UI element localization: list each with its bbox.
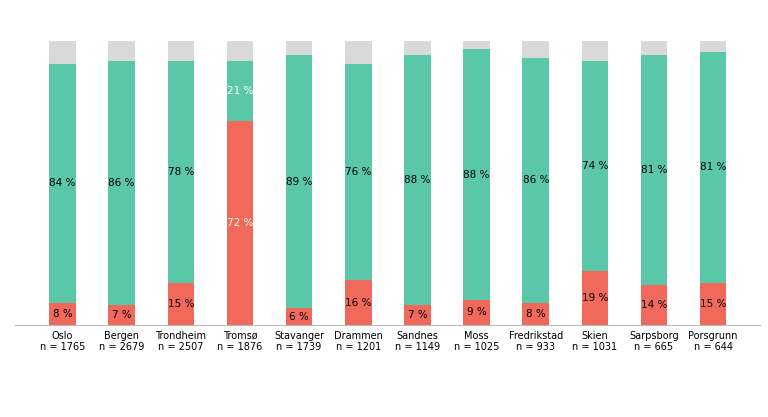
Bar bbox=[700, 52, 727, 283]
Bar bbox=[463, 50, 490, 300]
Text: 88 %: 88 % bbox=[404, 175, 431, 185]
Bar bbox=[522, 58, 549, 302]
Text: 86 %: 86 % bbox=[522, 175, 549, 185]
Text: 81 %: 81 % bbox=[641, 165, 667, 175]
Bar bbox=[49, 302, 76, 325]
Bar bbox=[108, 61, 135, 305]
Text: 88 %: 88 % bbox=[463, 170, 490, 180]
Bar bbox=[286, 55, 313, 308]
Text: 76 %: 76 % bbox=[345, 167, 372, 177]
Bar bbox=[641, 41, 667, 55]
Text: 7 %: 7 % bbox=[112, 310, 131, 320]
Bar bbox=[167, 283, 194, 325]
Bar bbox=[404, 305, 431, 325]
Text: 89 %: 89 % bbox=[286, 177, 313, 187]
Bar bbox=[522, 302, 549, 325]
Text: 72 %: 72 % bbox=[227, 218, 253, 228]
Text: 16 %: 16 % bbox=[345, 297, 372, 307]
Text: 15 %: 15 % bbox=[700, 299, 727, 309]
Bar bbox=[404, 41, 431, 55]
Bar bbox=[345, 41, 372, 64]
Text: 78 %: 78 % bbox=[167, 167, 194, 177]
Text: 8 %: 8 % bbox=[526, 309, 545, 319]
Bar bbox=[286, 41, 313, 55]
Bar bbox=[345, 280, 372, 325]
Bar bbox=[167, 41, 194, 61]
Bar bbox=[641, 286, 667, 325]
Text: 14 %: 14 % bbox=[641, 300, 667, 310]
Text: 74 %: 74 % bbox=[581, 161, 608, 171]
Bar bbox=[641, 55, 667, 286]
Text: 6 %: 6 % bbox=[290, 312, 309, 322]
Bar bbox=[700, 41, 727, 52]
Text: 86 %: 86 % bbox=[108, 178, 135, 188]
Bar bbox=[581, 271, 608, 325]
Text: 7 %: 7 % bbox=[408, 310, 427, 320]
Bar bbox=[700, 283, 727, 325]
Bar bbox=[286, 308, 313, 325]
Bar bbox=[108, 41, 135, 61]
Bar bbox=[463, 41, 490, 50]
Text: 19 %: 19 % bbox=[581, 293, 608, 303]
Text: 9 %: 9 % bbox=[467, 307, 486, 317]
Bar bbox=[581, 61, 608, 271]
Bar bbox=[167, 61, 194, 283]
Bar bbox=[49, 41, 76, 64]
Text: 21 %: 21 % bbox=[227, 86, 253, 95]
Bar bbox=[463, 300, 490, 325]
Text: 81 %: 81 % bbox=[700, 163, 727, 173]
Text: 8 %: 8 % bbox=[53, 309, 72, 319]
Bar bbox=[345, 64, 372, 280]
Text: 84 %: 84 % bbox=[49, 178, 76, 188]
Bar bbox=[108, 305, 135, 325]
Bar bbox=[581, 41, 608, 61]
Bar bbox=[227, 41, 253, 61]
Bar bbox=[227, 121, 253, 325]
Text: 15 %: 15 % bbox=[167, 299, 194, 309]
Bar bbox=[404, 55, 431, 305]
Bar bbox=[49, 64, 76, 302]
Bar bbox=[522, 41, 549, 58]
Bar bbox=[227, 61, 253, 121]
